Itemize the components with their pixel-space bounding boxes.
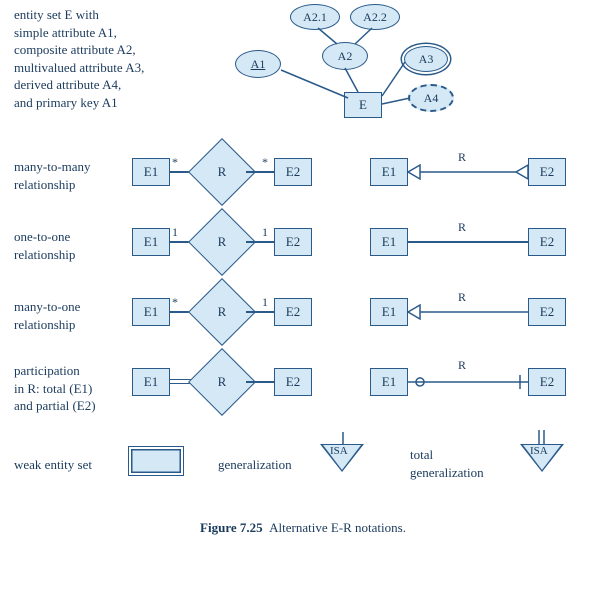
row3-e1: E1	[132, 298, 170, 326]
er-notation-diagram: entity set E with simple attribute A1, c…	[0, 0, 606, 595]
row3-r: R	[198, 304, 246, 320]
row2-c2: 1	[262, 225, 268, 240]
row2b-e1: E1	[370, 228, 408, 256]
figure-caption: Figure 7.25 Alternative E-R notations.	[0, 520, 606, 536]
row2-r: R	[198, 234, 246, 250]
row1-label: many-to-many relationship	[14, 158, 91, 193]
row1-line2	[246, 171, 274, 173]
row3-label: many-to-one relationship	[14, 298, 80, 333]
row1b-e2: E2	[528, 158, 566, 186]
row2b-e2: E2	[528, 228, 566, 256]
isa2-stem	[538, 430, 546, 444]
row1-e2: E2	[274, 158, 312, 186]
row4-label: participation in R: total (E1) and parti…	[14, 362, 96, 415]
row3b-r: R	[458, 290, 466, 305]
row1b-r: R	[458, 150, 466, 165]
row3b-conn	[408, 298, 528, 326]
isa-label-1: ISA	[330, 445, 348, 457]
row1b-conn	[408, 158, 528, 186]
gen-label: generalization	[218, 456, 292, 474]
row3-line2	[246, 311, 274, 313]
isa1-stem	[342, 432, 344, 444]
row3b-e2: E2	[528, 298, 566, 326]
row1-c2: *	[262, 155, 268, 170]
total-gen-label: total generalization	[410, 446, 484, 481]
row1-c1: *	[172, 155, 178, 170]
row4-line2	[246, 381, 274, 383]
isa-label-2: ISA	[530, 445, 548, 457]
row2b-r: R	[458, 220, 466, 235]
row2-c1: 1	[172, 225, 178, 240]
weak-entity-box	[128, 446, 184, 476]
row1-r: R	[198, 164, 246, 180]
row4b-e1: E1	[370, 368, 408, 396]
row4-e2: E2	[274, 368, 312, 396]
row2-e2: E2	[274, 228, 312, 256]
row3b-e1: E1	[370, 298, 408, 326]
row2-label: one-to-one relationship	[14, 228, 75, 263]
row1b-e1: E1	[370, 158, 408, 186]
weak-label: weak entity set	[14, 456, 92, 474]
row3-e2: E2	[274, 298, 312, 326]
row4-e1: E1	[132, 368, 170, 396]
row3-c1: *	[172, 295, 178, 310]
row2-e1: E1	[132, 228, 170, 256]
row4b-conn	[408, 368, 528, 396]
row2b-line	[408, 241, 528, 243]
row4b-e2: E2	[528, 368, 566, 396]
row4b-r: R	[458, 358, 466, 373]
row4-r: R	[198, 374, 246, 390]
row1-e1: E1	[132, 158, 170, 186]
row3-c2: 1	[262, 295, 268, 310]
top-connectors	[0, 0, 606, 140]
row2-line2	[246, 241, 274, 243]
